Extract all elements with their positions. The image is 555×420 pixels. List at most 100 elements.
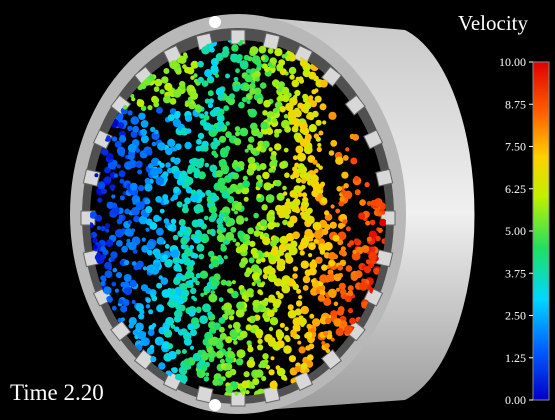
particle <box>204 98 210 104</box>
particle <box>210 328 217 334</box>
particle <box>284 252 292 260</box>
particle <box>263 182 272 191</box>
particle <box>288 355 296 363</box>
particle <box>225 392 233 396</box>
particle <box>234 126 241 132</box>
particle <box>294 308 302 316</box>
particle <box>157 142 166 151</box>
particle <box>251 272 260 281</box>
particle <box>165 316 175 326</box>
particle <box>292 266 298 272</box>
particle <box>233 340 238 345</box>
particle <box>128 323 134 329</box>
particle <box>306 215 315 225</box>
particle <box>172 256 181 265</box>
particle <box>245 390 250 395</box>
particle <box>135 160 143 168</box>
particle <box>164 244 170 249</box>
particle <box>171 367 176 372</box>
particle <box>150 168 159 177</box>
particle <box>350 273 359 281</box>
particle <box>190 100 195 105</box>
particle <box>159 208 165 214</box>
particle <box>345 147 350 152</box>
particle <box>215 106 221 112</box>
particle <box>339 197 345 202</box>
particle <box>329 221 337 229</box>
particle <box>305 331 313 339</box>
particle <box>292 155 298 161</box>
particle <box>220 245 227 252</box>
particle <box>228 315 235 321</box>
particle <box>265 194 275 203</box>
tick-label: 0.00 <box>505 393 526 407</box>
particle <box>190 193 200 203</box>
particle <box>368 230 378 239</box>
particle <box>227 173 233 178</box>
particle <box>179 80 186 88</box>
particle <box>135 201 145 211</box>
particle <box>131 228 136 233</box>
particle <box>267 273 277 283</box>
particle <box>307 179 313 186</box>
particle <box>94 254 102 261</box>
particle <box>256 332 263 339</box>
particle <box>308 95 314 101</box>
particle <box>374 198 383 207</box>
particle <box>235 166 241 172</box>
particle <box>191 276 198 283</box>
colorbar <box>532 61 550 401</box>
lifter <box>320 348 343 371</box>
particle <box>352 134 360 141</box>
particle <box>278 59 286 66</box>
particle <box>309 313 315 319</box>
particle <box>169 288 177 295</box>
particle <box>173 263 182 272</box>
particle <box>247 227 255 235</box>
particle <box>149 222 158 230</box>
colorbar-ticks: 0.00 1.25 2.50 3.75 5.00 6.25 7.50 8.75 10.00 <box>499 55 533 407</box>
particle <box>279 161 287 169</box>
lifter <box>195 385 214 404</box>
particle <box>239 127 249 137</box>
particle <box>195 158 202 165</box>
particle <box>233 76 239 82</box>
particle <box>308 267 317 276</box>
particle <box>174 326 180 332</box>
particle <box>266 309 275 318</box>
particle <box>267 48 274 54</box>
particle <box>358 212 366 220</box>
particle <box>145 206 153 214</box>
particle <box>175 373 182 381</box>
particle <box>354 175 360 181</box>
particle <box>291 125 299 133</box>
particle <box>266 128 274 135</box>
particle <box>306 323 312 330</box>
particle <box>308 124 317 133</box>
particle <box>146 241 156 250</box>
particle <box>113 173 119 178</box>
particle <box>218 212 225 220</box>
lifter <box>262 385 281 404</box>
particle <box>227 351 235 359</box>
particle <box>247 156 256 165</box>
particle <box>285 198 291 203</box>
particle <box>247 346 254 353</box>
particle <box>163 198 170 205</box>
particle <box>204 215 209 220</box>
particle <box>157 339 163 345</box>
particle <box>241 380 250 389</box>
particle <box>209 194 218 203</box>
particle <box>240 330 248 339</box>
particle <box>304 228 313 238</box>
particle <box>282 185 287 191</box>
particle <box>237 184 243 190</box>
particle <box>281 374 287 381</box>
particle <box>165 147 173 156</box>
particle <box>156 304 165 313</box>
particle <box>289 104 294 109</box>
particle <box>295 334 301 340</box>
particle <box>345 265 353 272</box>
particle <box>119 229 126 236</box>
particle <box>142 266 147 271</box>
